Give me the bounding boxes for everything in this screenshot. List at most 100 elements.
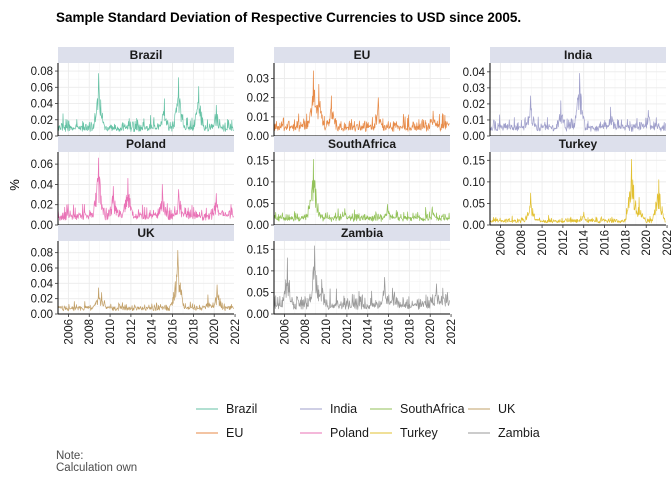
legend-item-uk: UK	[468, 402, 516, 416]
series-zambia	[273, 245, 450, 310]
x-tick-label: 2016	[384, 319, 396, 345]
x-tick-label: 2006	[63, 319, 75, 345]
y-tick-label: 0.10	[247, 266, 269, 278]
caption-source: Calculation own	[56, 462, 137, 474]
y-tick-label: 0.04	[463, 67, 486, 79]
y-tick-label: 0.00	[463, 131, 485, 143]
legend-label: Turkey	[400, 426, 438, 440]
y-tick-label: 0.00	[463, 220, 485, 232]
y-tick-label: 0.00	[31, 131, 53, 143]
grid-india	[489, 63, 666, 137]
strip-brazil	[58, 47, 234, 63]
x-tick-label: 2022	[662, 230, 672, 256]
x-tick-label: 2018	[620, 230, 632, 256]
legend-item-turkey: Turkey	[370, 426, 438, 440]
y-tick-label: 0.08	[31, 66, 53, 78]
y-tick-label: 0.08	[31, 248, 53, 260]
x-tick-label: 2022	[446, 319, 458, 345]
legend-item-southafrica: SouthAfrica	[370, 402, 465, 416]
panel-southafrica: SouthAfrica 0.00 0.05 0.10 0.15	[247, 136, 450, 232]
caption-note: Note:	[56, 450, 84, 462]
series-poland	[57, 157, 234, 221]
y-tick-label: 0.00	[247, 220, 269, 232]
x-tick-label: 2018	[188, 319, 200, 345]
y-tick-label: 0.10	[463, 177, 485, 189]
legend-label: Brazil	[226, 402, 257, 416]
x-tick-label: 2014	[579, 229, 591, 255]
strip-turkey	[490, 136, 666, 152]
panel-uk: UK 0.00 0.02 0.04 0.06 0.08 2006 2008 2010 2012 20…	[31, 225, 242, 345]
legend-label: Zambia	[498, 426, 540, 440]
legend-label: India	[330, 402, 357, 416]
strip-label-southafrica: SouthAfrica	[328, 137, 396, 151]
strip-label-poland: Poland	[126, 137, 166, 151]
strip-southafrica	[274, 136, 450, 152]
strip-zambia	[274, 225, 450, 241]
grid-southafrica	[273, 152, 450, 226]
legend-item-zambia: Zambia	[468, 426, 540, 440]
y-tick-label: 0.02	[31, 115, 53, 127]
x-tick-label: 2014	[363, 318, 375, 344]
x-tick-label: 2016	[600, 230, 612, 256]
x-tick-label: 2022	[230, 319, 242, 345]
y-tick-label: 0.15	[247, 244, 269, 256]
y-tick-label: 0.03	[463, 83, 485, 95]
y-tick-label: 0.01	[247, 112, 269, 124]
y-tick-label: 0.10	[247, 177, 269, 189]
y-tick-label: 0.06	[31, 263, 53, 275]
y-tick-label: 0.05	[463, 198, 485, 210]
strip-label-eu: EU	[354, 48, 371, 62]
y-tick-label: 0.04	[31, 278, 54, 290]
strip-label-turkey: Turkey	[559, 137, 598, 151]
x-tick-label: 2010	[537, 230, 549, 256]
panel-turkey: Turkey 0.00 0.05 0.10 0.15 2006 2008 2010 2012 20…	[463, 136, 672, 256]
y-tick-label: 0.02	[31, 200, 53, 212]
y-tick-label: 0.05	[247, 198, 269, 210]
legend-label: UK	[498, 402, 516, 416]
legend-label: EU	[226, 426, 243, 440]
strip-eu	[274, 47, 450, 63]
y-tick-label: 0.02	[247, 93, 269, 105]
x-tick-label: 2012	[342, 319, 354, 345]
series-uk	[57, 250, 234, 312]
y-tick-label: 0.15	[463, 155, 485, 167]
legend-item-brazil: Brazil	[196, 402, 257, 416]
series-india	[489, 73, 666, 132]
legend-item-poland: Poland	[300, 426, 369, 440]
y-tick-label: 0.02	[31, 294, 53, 306]
series-brazil	[57, 73, 234, 132]
panel-zambia: Zambia 0.00 0.05 0.10 0.15 2006 2008 2010 2012 20…	[247, 225, 458, 345]
x-tick-label: 2020	[425, 319, 437, 345]
strip-poland	[58, 136, 234, 152]
x-tick-label: 2012	[558, 230, 570, 256]
x-tick-label: 2008	[300, 319, 312, 345]
x-tick-label: 2008	[84, 319, 96, 345]
y-tick-label: 0.06	[31, 159, 53, 171]
strip-india	[490, 47, 666, 63]
y-tick-label: 0.04	[31, 99, 54, 111]
series-southafrica	[273, 159, 450, 222]
x-tick-label: 2010	[321, 319, 333, 345]
y-tick-label: 0.05	[247, 287, 269, 299]
y-tick-label: 0.00	[247, 309, 269, 321]
x-tick-label: 2008	[516, 230, 528, 256]
x-tick-label: 2016	[168, 319, 180, 345]
y-tick-label: 0.01	[463, 115, 485, 127]
strip-label-india: India	[564, 48, 592, 62]
grid-poland	[57, 152, 234, 226]
y-tick-label: 0.04	[31, 179, 54, 191]
y-tick-label: 0.00	[247, 131, 269, 143]
x-tick-label: 2006	[279, 319, 291, 345]
panel-brazil: Brazil 0.00 0.02 0.04 0.06 0.08	[31, 47, 234, 143]
y-tick-label: 0.00	[31, 220, 53, 232]
x-tick-label: 2020	[209, 319, 221, 345]
legend: Brazil India SouthAfrica UK EU Poland Turkey Za…	[196, 402, 540, 440]
x-tick-label: 2020	[641, 230, 653, 256]
x-tick-label: 2018	[404, 319, 416, 345]
y-tick-label: 0.02	[463, 99, 485, 111]
legend-label: SouthAfrica	[400, 402, 465, 416]
series-eu	[273, 70, 450, 132]
panel-eu: EU 0.00 0.01 0.02 0.03	[247, 47, 450, 143]
y-tick-label: 0.06	[31, 82, 53, 94]
strip-uk	[58, 225, 234, 241]
